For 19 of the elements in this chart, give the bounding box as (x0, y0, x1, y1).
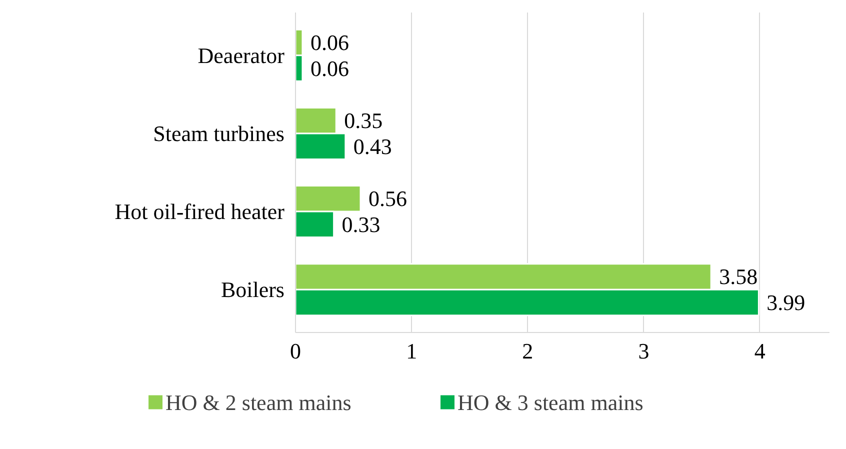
x-tick-label: 4 (754, 338, 766, 364)
legend-label: HO & 2 steam mains (166, 390, 352, 415)
legend-label: HO & 3 steam mains (458, 390, 644, 415)
data-label: 0.06 (310, 30, 349, 56)
x-tick-label: 0 (290, 338, 301, 364)
data-label: 0.33 (342, 212, 380, 237)
data-label: 0.06 (310, 56, 349, 81)
y-tick-label: Boilers (220, 277, 285, 302)
data-label: 3.99 (766, 290, 806, 315)
data-label: 0.35 (344, 108, 383, 134)
y-tick-label: Hot oil-fired heater (114, 199, 286, 224)
data-label: 0.56 (368, 186, 408, 212)
x-tick-label: 3 (638, 338, 650, 364)
y-tick-label: Deaerator (198, 42, 286, 68)
data-label: 3.58 (719, 264, 758, 290)
x-tick-label: 1 (406, 338, 418, 364)
x-tick-label: 2 (522, 338, 534, 364)
y-tick-label: Steam turbines (153, 120, 285, 146)
data-label: 0.43 (353, 134, 392, 159)
